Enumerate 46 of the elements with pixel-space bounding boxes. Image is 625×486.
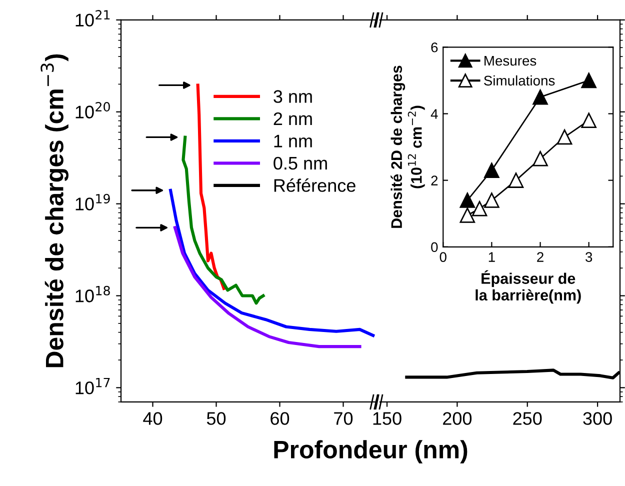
- legend-label: 1 nm: [274, 134, 312, 148]
- legend-label: Simulations: [484, 75, 555, 86]
- line-series: [182, 136, 265, 305]
- x-tick-label: 150: [373, 412, 402, 425]
- point: [460, 192, 476, 208]
- point: [484, 162, 500, 178]
- x-tick-label: 70: [334, 412, 353, 425]
- point: [472, 200, 488, 216]
- line-series: [196, 84, 226, 290]
- x-tick-label: 40: [143, 412, 162, 425]
- x-tick-label: 200: [443, 412, 472, 425]
- y-tick-label: 0: [431, 242, 438, 252]
- y-tick-label: 10$^{17}$: [76, 378, 110, 394]
- y-axis-title: Densité de charges (cm$^{−3}$): [40, 54, 68, 368]
- y-axis-title: Densité 2D de charges (10$^{12}$ cm$^{−2}$): [390, 66, 425, 228]
- point: [460, 208, 476, 223]
- x-tick-label: 250: [513, 412, 542, 425]
- x-tick-label: 60: [270, 412, 290, 425]
- point: [581, 72, 596, 88]
- y-tick-label: 10$^{19}$: [76, 194, 110, 210]
- line-series: [173, 226, 362, 348]
- point: [532, 89, 548, 105]
- y-tick-label: 6: [431, 42, 438, 52]
- x-axis-title: Épaisseur de la barrière(nm): [476, 270, 581, 304]
- legend-label: 3 nm: [274, 90, 312, 103]
- legend-label: Mesures: [484, 56, 536, 66]
- y-tick-label: 10$^{21}$: [76, 10, 110, 27]
- y-tick-label: 10$^{18}$: [76, 286, 110, 302]
- point: [508, 172, 524, 188]
- x-axis-title: Profondeur (nm): [274, 440, 468, 464]
- x-tick-label: 300: [583, 412, 612, 425]
- y-tick-label: 10$^{20}$: [76, 102, 110, 118]
- point: [556, 129, 572, 145]
- legend-label: 2 nm: [274, 112, 312, 125]
- x-tick-label: 50: [206, 412, 226, 425]
- x-tick-label: 2: [537, 252, 544, 262]
- y-tick-label: 4: [430, 109, 438, 119]
- legend-label: Référence: [274, 178, 356, 192]
- x-tick-label: 3: [586, 252, 592, 262]
- y-tick-label: 2: [431, 176, 438, 186]
- point: [532, 151, 548, 166]
- legend-label: 0.5 nm: [274, 156, 327, 170]
- point: [484, 192, 500, 208]
- x-tick-label: 1: [488, 252, 495, 262]
- point: [581, 112, 596, 128]
- x-tick-label: 0: [440, 252, 446, 262]
